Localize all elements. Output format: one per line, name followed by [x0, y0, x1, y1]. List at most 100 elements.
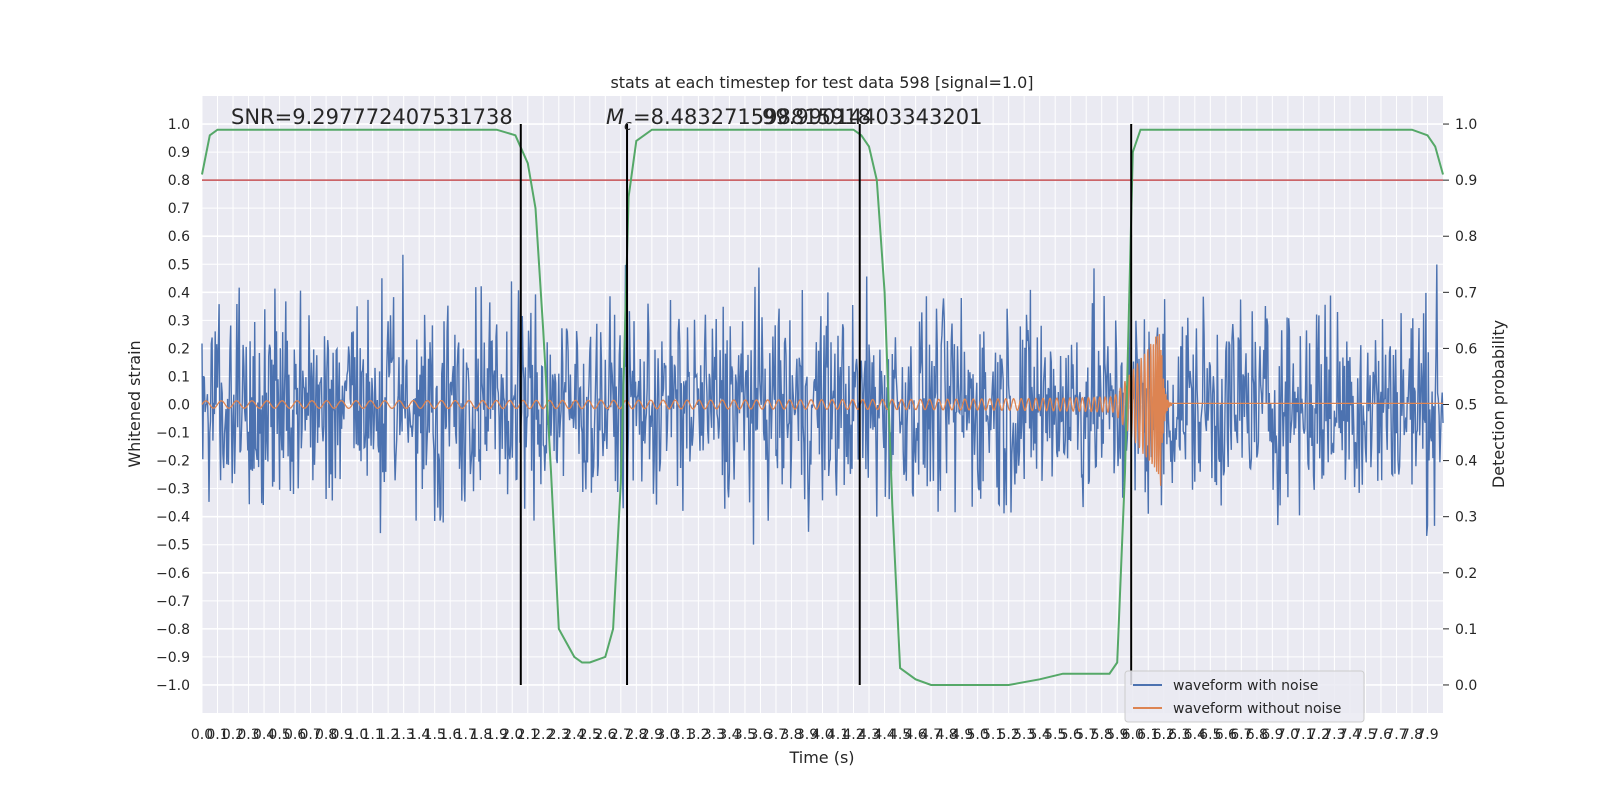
- x-tick-label: 5.6: [1060, 727, 1082, 743]
- x-tick-label: 2.7: [610, 727, 632, 743]
- x-tick-label: 5.5: [1044, 727, 1066, 743]
- y-tick-label-left: −0.2: [156, 454, 190, 470]
- x-tick-label: 3.8: [780, 727, 802, 743]
- mc-subscript: c: [624, 118, 632, 134]
- x-tick-label: 7.9: [1416, 727, 1438, 743]
- x-tick-label: 3.3: [703, 727, 725, 743]
- x-tick-label: 4.1: [827, 727, 849, 743]
- x-tick-label: 0.1: [206, 727, 228, 743]
- x-tick-label: 7.4: [1339, 727, 1361, 743]
- x-tick-label: 0.3: [237, 727, 259, 743]
- x-tick-label: 7.7: [1385, 727, 1407, 743]
- x-tick-label: 5.8: [1091, 727, 1113, 743]
- y-tick-label-left: −0.4: [156, 510, 190, 526]
- x-tick-label: 1.9: [486, 727, 508, 743]
- snr-annotation: SNR=9.297772407531738: [231, 105, 513, 129]
- x-tick-label: 4.7: [920, 727, 942, 743]
- detection-probability-line: [201, 128, 1444, 686]
- x-tick-label: 0.0: [191, 727, 213, 743]
- y-tick-label-left: −1.0: [156, 678, 190, 694]
- x-tick-label: 2.6: [594, 727, 616, 743]
- x-tick-label: 4.9: [951, 727, 973, 743]
- legend: waveform with noise waveform without noi…: [1124, 670, 1365, 723]
- y-tick-label-left: 0.3: [168, 313, 190, 329]
- y-tick-label-left: −0.3: [156, 482, 190, 498]
- y-tick-label-left: −0.9: [156, 650, 190, 666]
- x-tick-label: 6.8: [1246, 727, 1268, 743]
- x-tick-label: 6.6: [1215, 727, 1237, 743]
- x-tick-label: 2.1: [517, 727, 539, 743]
- legend-noisy-label: waveform with noise: [1173, 678, 1318, 694]
- x-tick-label: 3.0: [656, 727, 678, 743]
- x-tick-label: 5.1: [982, 727, 1004, 743]
- vertical-markers: [519, 124, 1133, 685]
- x-tick-label: 4.8: [935, 727, 957, 743]
- x-tick-label: 1.5: [424, 727, 446, 743]
- x-tick-label: 1.6: [439, 727, 461, 743]
- y-tick-label-left: −0.6: [156, 566, 190, 582]
- clean-waveform-series: [201, 334, 1443, 486]
- y-tick-label-right: 0.8: [1455, 229, 1477, 245]
- noisy-waveform-series: [201, 254, 1444, 545]
- x-tick-label: 0.4: [253, 727, 275, 743]
- y-tick-label-right: 0.3: [1455, 510, 1477, 526]
- x-tick-label: 2.4: [563, 727, 585, 743]
- y-tick-label-right: 0.9: [1455, 173, 1477, 189]
- x-tick-label: 5.9: [1106, 727, 1128, 743]
- x-tick-label: 5.2: [998, 727, 1020, 743]
- y-tick-label-left: 0.1: [168, 369, 190, 385]
- clean-waveform-line: [201, 334, 1443, 486]
- x-tick-label: 1.4: [408, 727, 430, 743]
- y-tick-label-left: 0.7: [168, 201, 190, 217]
- overlap-annotation: 99.99014403343201: [762, 105, 982, 129]
- x-tick-label: 3.2: [687, 727, 709, 743]
- x-tick-label: 3.5: [734, 727, 756, 743]
- y-tick-label-left: 1.0: [168, 117, 190, 133]
- x-tick-label: 2.3: [548, 727, 570, 743]
- y-tick-label-left: 0.4: [168, 285, 190, 301]
- chart-title: stats at each timestep for test data 598…: [610, 73, 1033, 92]
- x-tick-label: 7.5: [1354, 727, 1376, 743]
- x-tick-label: 4.0: [811, 727, 833, 743]
- x-tick-label: 1.2: [377, 727, 399, 743]
- y-tick-label-left: 0.2: [168, 341, 190, 357]
- x-tick-label: 1.3: [393, 727, 415, 743]
- x-tick-label: 6.0: [1122, 727, 1144, 743]
- y-tick-label-left: −0.8: [156, 622, 190, 638]
- y-tick-label-right: 0.4: [1455, 454, 1477, 470]
- y-tick-label-left: 0.6: [168, 229, 190, 245]
- x-tick-label: 0.7: [299, 727, 321, 743]
- x-tick-label: 7.2: [1308, 727, 1330, 743]
- x-tick-label: 3.4: [718, 727, 740, 743]
- x-tick-label: 5.4: [1029, 727, 1051, 743]
- x-tick-label: 4.5: [889, 727, 911, 743]
- x-tick-label: 3.1: [672, 727, 694, 743]
- y-axis-label-left: Whitened strain: [125, 340, 144, 467]
- y-tick-label-right: 0.2: [1455, 566, 1477, 582]
- y-tick-label-right: 0.5: [1455, 398, 1477, 414]
- x-axis-label: Time (s): [788, 748, 854, 767]
- x-tick-label: 3.7: [765, 727, 787, 743]
- x-tick-label: 7.0: [1277, 727, 1299, 743]
- x-tick-label: 7.1: [1292, 727, 1314, 743]
- y-tick-label-right: 0.1: [1455, 622, 1477, 638]
- x-tick-label: 3.9: [796, 727, 818, 743]
- detection-probability-series: [201, 128, 1444, 686]
- y-tick-label-right: 1.0: [1455, 117, 1477, 133]
- x-tick-label: 1.1: [362, 727, 384, 743]
- x-tick-label: 5.7: [1075, 727, 1097, 743]
- y-tick-label-right: 0.0: [1455, 678, 1477, 694]
- x-tick-label: 6.4: [1184, 727, 1206, 743]
- x-tick-label: 1.7: [455, 727, 477, 743]
- x-tick-label: 6.1: [1137, 727, 1159, 743]
- x-tick-label: 6.5: [1199, 727, 1221, 743]
- y-tick-label-left: 0.8: [168, 173, 190, 189]
- x-tick-label: 2.0: [501, 727, 523, 743]
- x-tick-label: 6.3: [1168, 727, 1190, 743]
- x-tick-label: 0.5: [268, 727, 290, 743]
- y-tick-label-left: 0.0: [168, 398, 190, 414]
- legend-box: [1124, 670, 1365, 723]
- mc-symbol: M: [606, 105, 624, 129]
- x-tick-label: 7.8: [1401, 727, 1423, 743]
